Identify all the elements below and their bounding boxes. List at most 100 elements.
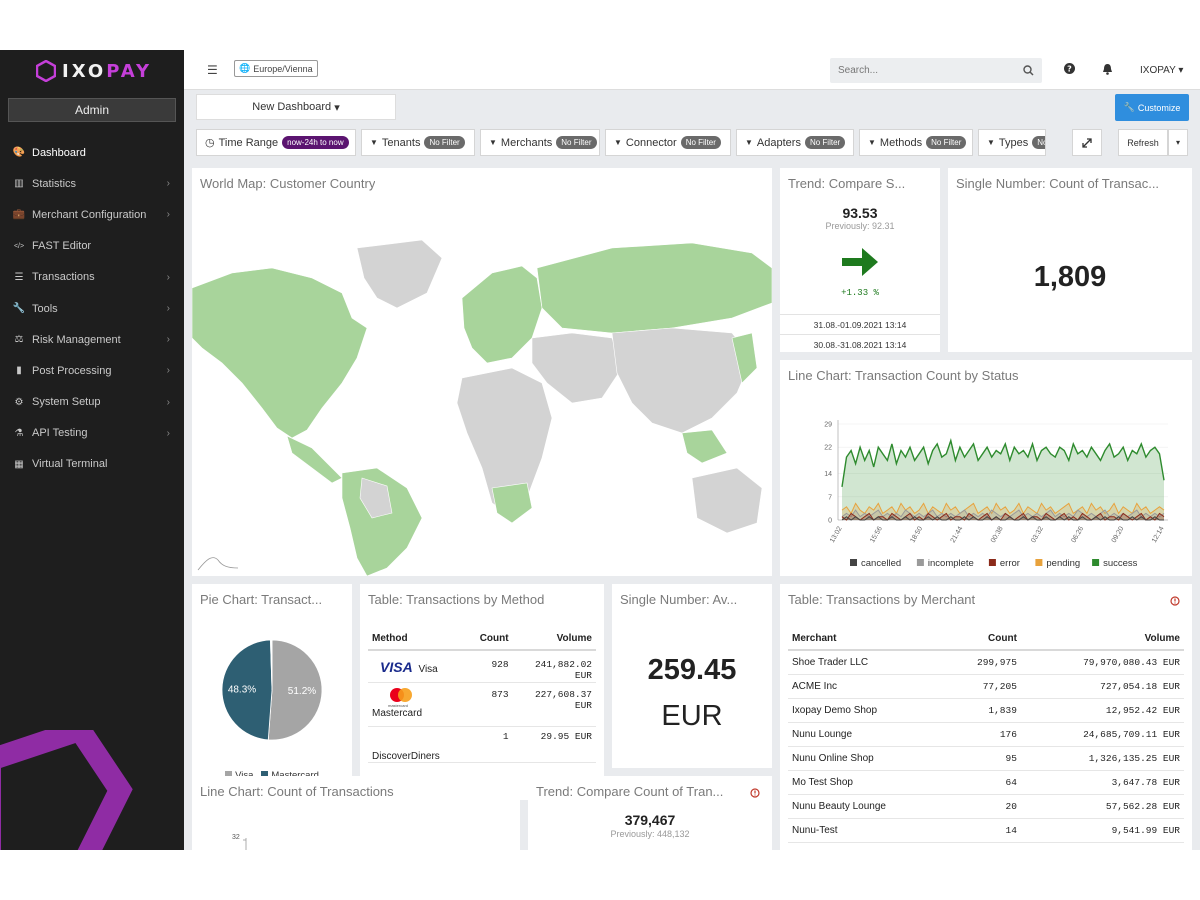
map-region-south-africa[interactable]	[491, 482, 533, 524]
column-header-count[interactable]: Count	[465, 628, 513, 651]
column-header-volume[interactable]: Volume	[512, 628, 596, 651]
sidebar-item-virtual-terminal[interactable]: ▦ Virtual Terminal	[0, 449, 184, 480]
series-line-pending[interactable]	[841, 502, 1165, 515]
column-header-method[interactable]: Method	[368, 628, 466, 651]
status-line-chart[interactable]: 0 7 14 22 29 13:02 15:56 18:50 21:44 00:38 03:32 06…	[780, 360, 1192, 576]
map-region-central-america[interactable]	[286, 435, 343, 484]
table-row[interactable]: mastercard Mastercard 873 227,608.37 EUR	[368, 682, 596, 727]
dashboard-icon: 🎨	[12, 147, 26, 159]
map-region-europe[interactable]	[461, 265, 543, 364]
warning-circle-icon[interactable]	[1170, 596, 1180, 606]
role-label: Admin	[74, 103, 109, 117]
role-selector[interactable]: Admin	[8, 98, 176, 122]
sidebar-item-api-testing[interactable]: ⚗ API Testing ›	[0, 418, 184, 449]
merchant-count: 176	[946, 722, 1021, 747]
table-row[interactable]: Nunu Online Shop 95 1,326,135.25 EUR	[788, 746, 1184, 771]
sidebar-item-risk-management[interactable]: ⚖ Risk Management ›	[0, 324, 184, 355]
table-row[interactable]: DiscoverDiners 1 29.95 EUR	[368, 726, 596, 763]
refresh-button[interactable]: Refresh	[1118, 129, 1168, 156]
map-region-north-america[interactable]	[192, 267, 368, 439]
series-line-success[interactable]	[841, 438, 1165, 488]
map-region-greenland[interactable]	[356, 239, 443, 309]
table-row[interactable]: VISA Visa 928 241,882.02 EUR	[368, 650, 596, 683]
legend-item[interactable]: Mastercard	[261, 770, 319, 781]
merchant-count: 1,839	[946, 698, 1021, 723]
column-header-count[interactable]: Count	[946, 628, 1021, 651]
table-row[interactable]: Nunu-Test 14 9,541.99 EUR	[788, 818, 1184, 843]
legend-item[interactable]: Visa	[225, 770, 253, 781]
mastercard-logo-icon: mastercard	[388, 687, 461, 708]
bell-icon[interactable]	[1102, 63, 1113, 78]
pie-slice-visa[interactable]	[267, 639, 323, 741]
map-region-southeast-asia[interactable]	[681, 429, 728, 464]
table-row[interactable]: Ixopay Demo Shop 1,839 12,952.42 EUR	[788, 698, 1184, 723]
series-line-cancelled[interactable]	[841, 516, 1164, 521]
menu-toggle-icon[interactable]: ☰	[207, 63, 218, 77]
pie-chart[interactable]: 51.2% 48.3%	[192, 614, 352, 764]
filter-types[interactable]: ▼TypesNo Filter	[978, 129, 1046, 156]
map-region-australia[interactable]	[691, 467, 763, 534]
map-region-brazil-north[interactable]	[359, 477, 393, 519]
legend-item-pending[interactable]: pending	[1035, 558, 1080, 569]
user-menu[interactable]: IXOPAY ▾	[1140, 65, 1184, 76]
customize-button[interactable]: 🔧 Customize	[1115, 94, 1189, 121]
pie-slice-others[interactable]	[270, 639, 273, 691]
map-region-russia[interactable]	[536, 242, 772, 334]
filter-icon: ▼	[987, 138, 995, 147]
column-header-merchant[interactable]: Merchant	[788, 628, 947, 651]
warning-circle-icon[interactable]	[750, 788, 760, 798]
help-icon[interactable]: ?	[1064, 63, 1075, 77]
column-header-volume[interactable]: Volume	[1020, 628, 1184, 651]
dashboard-selector[interactable]: New Dashboard ▾	[196, 94, 396, 120]
app-window: IXOPAY Admin 🎨 Dashboard ▥ Statistics › 💼 Merc…	[0, 50, 1200, 850]
refresh-options-toggle[interactable]: ▾	[1168, 129, 1188, 156]
filter-time-range[interactable]: ◷ Time Range now-24h to now	[196, 129, 356, 156]
sidebar-item-post-processing[interactable]: ▮ Post Processing ›	[0, 355, 184, 386]
filter-label: Methods	[879, 136, 923, 149]
sidebar-item-statistics[interactable]: ▥ Statistics ›	[0, 168, 184, 199]
table-row[interactable]: ACME Inc 77,205 727,054.18 EUR	[788, 674, 1184, 699]
filter-methods[interactable]: ▼ Methods No Filter	[859, 129, 973, 156]
legend-item-success[interactable]: success	[1092, 558, 1138, 569]
table-row[interactable]: Shoe Trader LLC 299,975 79,970,080.43 EUR	[788, 650, 1184, 675]
pie-slice-mastercard[interactable]	[221, 639, 273, 741]
filter-bar: ◷ Time Range now-24h to now ▼ Tenants No Filt…	[196, 129, 1046, 156]
table-row[interactable]: Nunu Lounge 176 24,685,709.11 EUR	[788, 722, 1184, 747]
globe-icon: 🌐	[239, 63, 251, 73]
legend-item-cancelled[interactable]: cancelled	[850, 558, 901, 569]
series-line-incomplete[interactable]	[841, 509, 1165, 518]
legend-label: Visa	[235, 770, 253, 781]
timezone-selector[interactable]: 🌐 Europe/Vienna	[234, 60, 318, 77]
hexagon-decoration-icon	[0, 730, 133, 850]
filter-adapters[interactable]: ▼ Adapters No Filter	[736, 129, 854, 156]
map-region-asia[interactable]	[611, 327, 753, 434]
filter-tenants[interactable]: ▼ Tenants No Filter	[361, 129, 475, 156]
legend-label: success	[1103, 558, 1138, 569]
sidebar-item-dashboard[interactable]: 🎨 Dashboard	[0, 137, 184, 168]
table-merchant-panel: Table: Transactions by Merchant Merchant…	[780, 584, 1192, 850]
map-region-middle-east[interactable]	[531, 332, 623, 404]
merchant-name: Shoe Trader LLC	[788, 650, 947, 675]
legend-item-incomplete[interactable]: incomplete	[916, 558, 974, 569]
table-row[interactable]: Mo Test Shop 64 3,647.78 EUR	[788, 770, 1184, 795]
search-icon[interactable]	[1023, 65, 1034, 76]
series-line-error[interactable]	[841, 512, 1165, 521]
sidebar-item-fast-editor[interactable]: </> FAST Editor	[0, 231, 184, 262]
sidebar-item-merchant-configuration[interactable]: 💼 Merchant Configuration ›	[0, 199, 184, 230]
flask-icon: ⚗	[14, 427, 24, 439]
x-tick-label: 15:56	[869, 525, 884, 544]
filter-connector[interactable]: ▼ Connector No Filter	[605, 129, 731, 156]
search-input[interactable]	[838, 65, 1008, 76]
table-row[interactable]: Nunu Beauty Lounge 20 57,562.28 EUR	[788, 794, 1184, 819]
filter-merchants[interactable]: ▼ Merchants No Filter	[480, 129, 600, 156]
legend-item-error[interactable]: error	[988, 558, 1020, 569]
sidebar-item-transactions[interactable]: ☰ Transactions ›	[0, 262, 184, 293]
merchant-volume: 3,647.78 EUR	[1020, 770, 1184, 795]
world-map[interactable]	[192, 168, 772, 576]
sidebar-item-system-setup[interactable]: ⚙ System Setup ›	[0, 387, 184, 418]
map-region-japan[interactable]	[731, 332, 758, 384]
fullscreen-button[interactable]	[1072, 129, 1102, 156]
brand-logo[interactable]: IXOPAY	[36, 60, 152, 82]
filter-label: Tenants	[381, 136, 421, 149]
sidebar-item-tools[interactable]: 🔧 Tools ›	[0, 293, 184, 324]
